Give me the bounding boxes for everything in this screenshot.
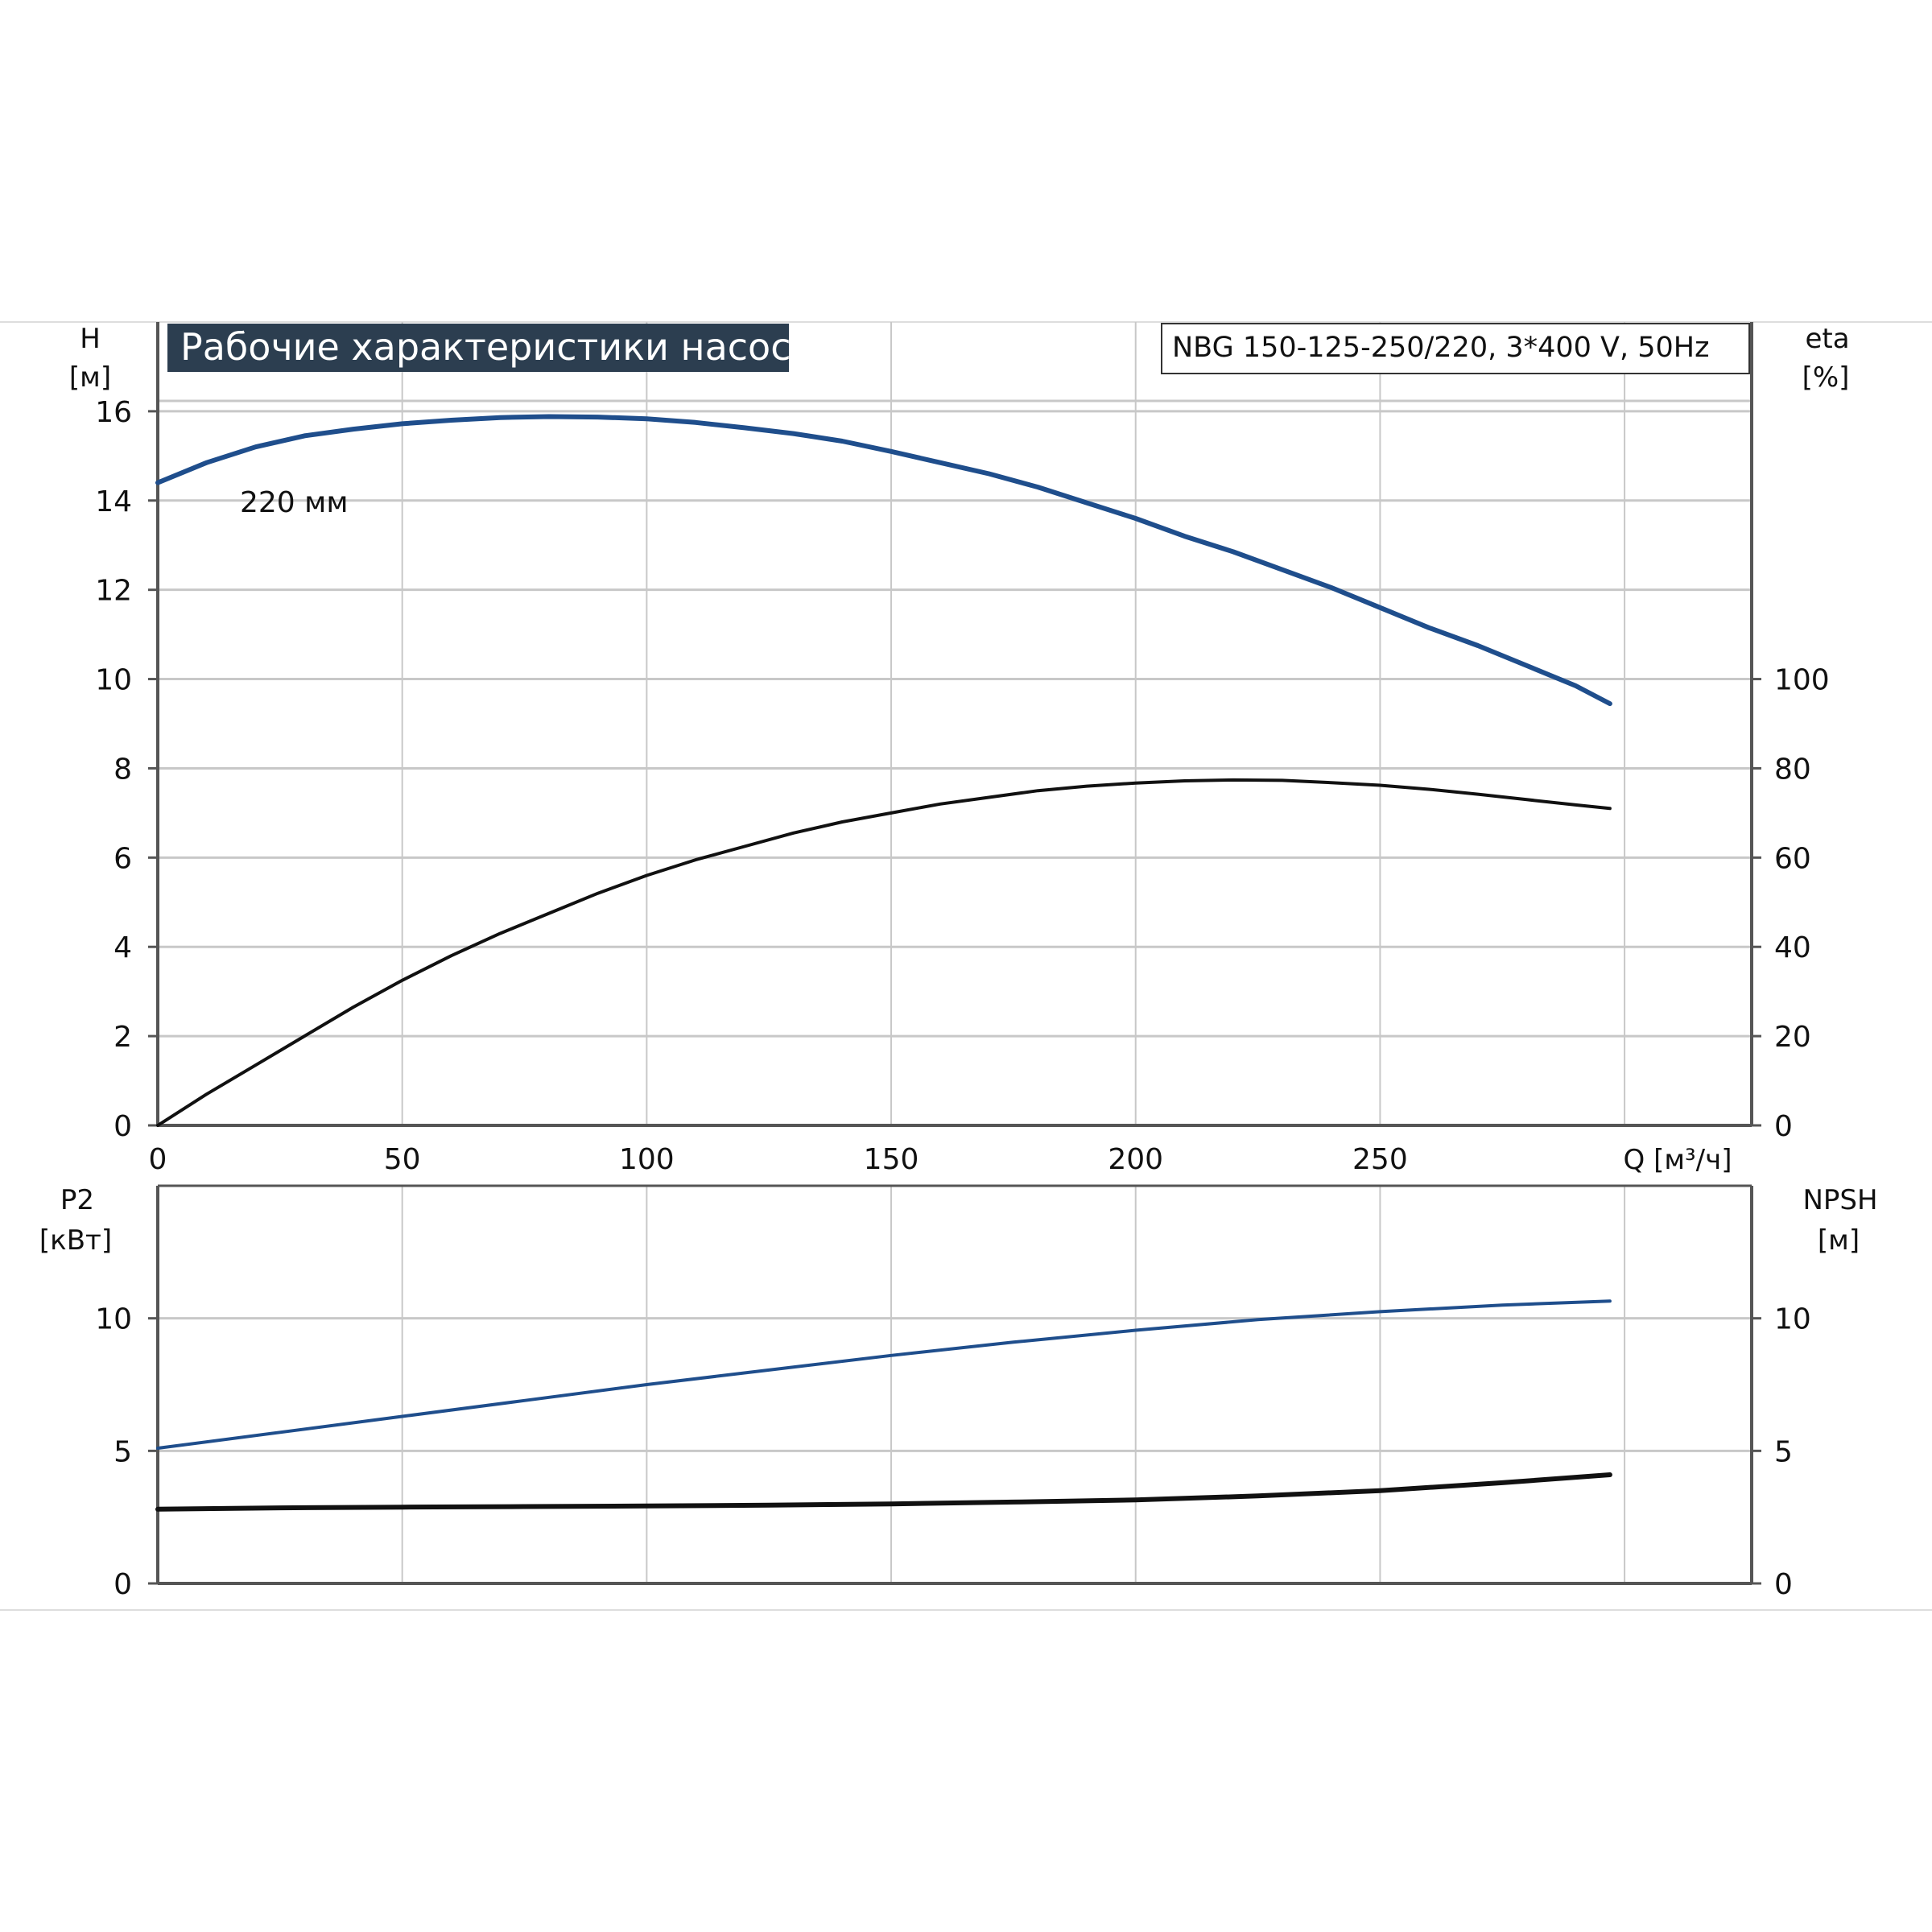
power-plot-curves [155, 1299, 1612, 1512]
left-tick-label: 14 [95, 485, 132, 518]
head-plot-axes [156, 322, 1753, 1127]
left-tick-label: 5 [114, 1435, 132, 1468]
right-tick-label: 10 [1774, 1303, 1811, 1336]
left-tick-label: 4 [114, 931, 132, 964]
right-tick-label: 0 [1774, 1110, 1793, 1143]
left-tick-label: 2 [114, 1021, 132, 1054]
x-tick-label: 0 [149, 1143, 167, 1176]
npsh-curve [155, 1472, 1612, 1512]
left-tick-label: 10 [95, 664, 132, 697]
head-plot-curves [155, 414, 1612, 1127]
left-tick-label: 0 [114, 1110, 132, 1143]
x-tick-label: 150 [864, 1143, 919, 1176]
x-tick-label: 50 [384, 1143, 421, 1176]
model-label-box [1161, 323, 1750, 374]
right-tick-label: 0 [1774, 1568, 1793, 1601]
right-tick-label: 40 [1774, 931, 1811, 964]
chart-title-box [167, 324, 789, 372]
eta-axis-unit: [%] [1802, 361, 1850, 394]
head-curve [155, 414, 1612, 707]
x-tick-label: 100 [619, 1143, 675, 1176]
head-axis-title: H [80, 323, 101, 355]
x-tick-label: 250 [1352, 1143, 1408, 1176]
p2-axis-title: P2 [60, 1184, 94, 1216]
power-plot-grid [157, 1186, 1752, 1583]
head-axis-unit: [м] [69, 361, 111, 394]
npsh-axis-unit: [м] [1818, 1224, 1860, 1257]
power-npsh-plot: 0 5 10 0 5 10 P2 [кВт] NPSH [м] [39, 1184, 1878, 1601]
power-plot-axes [156, 1184, 1753, 1585]
left-tick-label: 16 [95, 396, 132, 429]
left-tick-label: 8 [114, 753, 132, 786]
power-plot-ticks: 0 5 10 0 5 10 [95, 1303, 1811, 1601]
right-tick-label: 5 [1774, 1435, 1793, 1468]
right-tick-label: 60 [1774, 842, 1811, 875]
left-tick-label: 12 [95, 575, 132, 608]
head-plot-grid [157, 322, 1752, 1125]
x-tick-label: 200 [1108, 1143, 1163, 1176]
efficiency-curve [156, 778, 1612, 1127]
q-axis-title: Q [м³/ч] [1624, 1144, 1732, 1176]
npsh-axis-title: NPSH [1802, 1184, 1877, 1216]
model-label: NBG 150-125-250/220, 3*400 V, 50Hz [1172, 332, 1709, 364]
chart-title: Рабочие характеристики насоса [180, 325, 814, 369]
p2-axis-unit: [кВт] [39, 1224, 112, 1257]
left-tick-label: 6 [114, 842, 132, 875]
head-curve-label: 220 мм [240, 486, 348, 519]
power-curve [156, 1299, 1612, 1450]
head-plot-ticks: 0 2 4 6 8 10 12 14 16 0 20 40 60 80 100 0 50 100 150 200 250 [95, 396, 1830, 1176]
left-tick-label: 0 [114, 1568, 132, 1601]
right-tick-label: 20 [1774, 1021, 1811, 1054]
eta-axis-title: eta [1805, 323, 1849, 355]
head-efficiency-plot: Рабочие характеристики насоса NBG 150-12… [69, 322, 1850, 1176]
left-tick-label: 10 [95, 1303, 132, 1336]
right-tick-label: 80 [1774, 753, 1811, 786]
right-tick-label: 100 [1774, 664, 1830, 697]
